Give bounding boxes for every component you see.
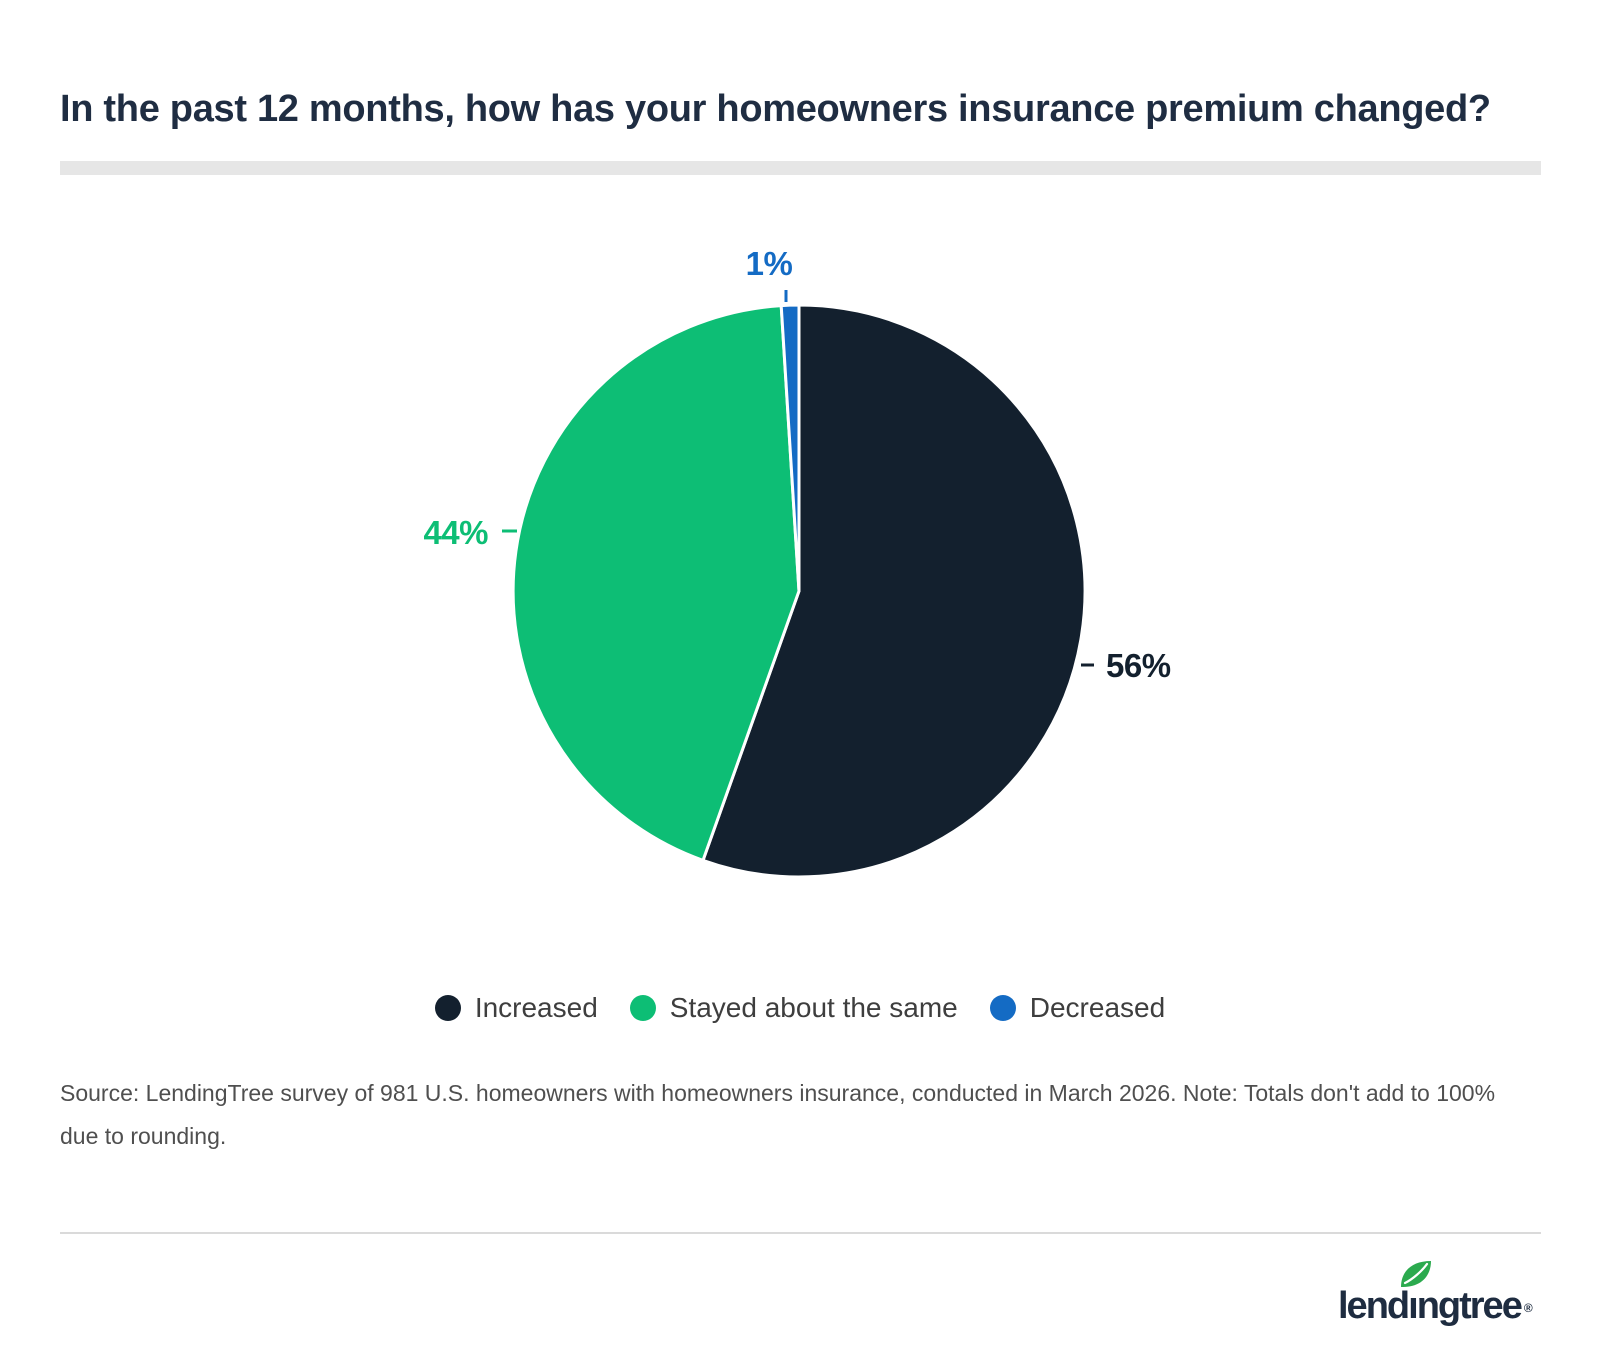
source-note: Source: LendingTree survey of 981 U.S. h… — [60, 1072, 1550, 1158]
slice-label-stayed-same: 44% — [423, 514, 488, 551]
page-title: In the past 12 months, how has your home… — [60, 88, 1491, 130]
legend-marker-increased — [434, 995, 461, 1021]
logo-text-left: lend — [1338, 1285, 1410, 1327]
legend-marker-stayed-same — [629, 995, 656, 1021]
legend-marker-decreased — [989, 995, 1016, 1021]
pie-slice-stayed-about-the-same[interactable] — [511, 304, 801, 862]
legend-item-decreased[interactable]: Decreased — [989, 992, 1166, 1024]
chart-legend: Increased Stayed about the same Decrease… — [0, 992, 1600, 1024]
slice-label-increased: 56% — [1106, 647, 1171, 684]
legend-item-stayed-same[interactable]: Stayed about the same — [629, 992, 958, 1024]
legend-label-increased: Increased — [474, 992, 598, 1023]
source-note-line2: due to rounding. — [60, 1123, 227, 1149]
pie-slice-decreased[interactable] — [779, 303, 801, 593]
pie-slice-increased[interactable] — [701, 303, 1087, 879]
logo-text-right: ngtree — [1416, 1285, 1523, 1327]
logo-letter-i: ı — [1401, 1261, 1432, 1326]
footer-divider — [60, 1232, 1541, 1234]
lendingtree-logo: lend ı ngtree ® — [1338, 1261, 1533, 1327]
leaf-icon — [1401, 1261, 1432, 1287]
legend-item-increased[interactable]: Increased — [434, 992, 598, 1024]
slice-label-decreased: 1% — [745, 245, 793, 282]
title-underline-bar — [60, 161, 1541, 175]
legend-label-decreased: Decreased — [1029, 992, 1166, 1023]
registered-mark: ® — [1523, 1301, 1533, 1315]
source-note-line1: Source: LendingTree survey of 981 U.S. h… — [60, 1080, 1496, 1106]
legend-label-stayed-same: Stayed about the same — [669, 992, 958, 1023]
